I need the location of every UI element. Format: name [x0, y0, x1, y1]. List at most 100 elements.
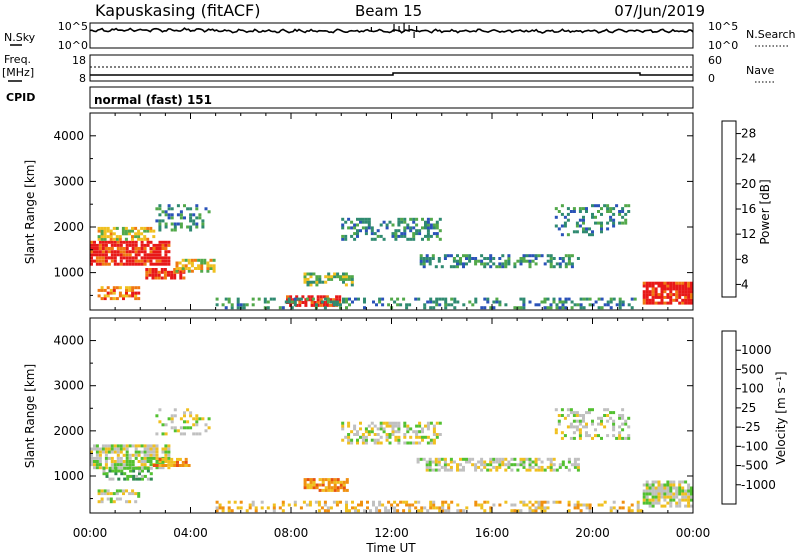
scatter-cell: [125, 253, 129, 257]
scatter-cell: [624, 422, 628, 426]
scatter-cell: [428, 457, 432, 461]
scatter-cell: [293, 300, 297, 304]
scatter-cell: [125, 291, 128, 295]
scatter-cell: [675, 489, 679, 493]
scatter-cell: [107, 262, 111, 266]
scatter-cell: [103, 297, 107, 301]
scatter-cell: [100, 226, 104, 230]
scatter-cell: [382, 421, 386, 425]
colorbar-tick-label: 4: [741, 277, 749, 291]
scatter-cell: [103, 237, 107, 241]
scatter-cell: [356, 433, 359, 436]
scatter-cell: [624, 419, 628, 423]
scatter-cell: [578, 434, 582, 438]
scatter-cell: [137, 453, 141, 457]
scatter-cell: [569, 436, 573, 440]
scatter-cell: [645, 486, 649, 490]
scatter-cell: [498, 265, 502, 269]
scatter-cell: [175, 261, 179, 265]
scatter-cell: [149, 466, 153, 470]
scatter-cell: [116, 456, 120, 460]
scatter-cell: [606, 414, 610, 417]
scatter-cell: [578, 210, 582, 213]
scatter-cell: [663, 486, 667, 490]
scatter-cell: [621, 500, 625, 504]
colorbar-frame: [721, 330, 737, 505]
scatter-cell: [618, 414, 622, 417]
scatter-cell: [394, 232, 398, 236]
scatter-cell: [690, 281, 693, 285]
scatter-cell: [522, 503, 526, 507]
scatter-cell: [152, 250, 156, 254]
scatter-cell: [167, 417, 171, 421]
scatter-cell: [112, 286, 116, 290]
scatter-cell: [621, 303, 625, 307]
scatter-cell: [621, 414, 625, 417]
scatter-cell: [578, 414, 582, 417]
scatter-cell: [206, 261, 210, 265]
scatter-cell: [391, 232, 395, 236]
scatter-cell: [179, 276, 183, 280]
scatter-cell: [594, 434, 597, 438]
scatter-cell: [342, 280, 345, 284]
scatter-cell: [181, 267, 185, 270]
scatter-cell: [609, 509, 613, 513]
scatter-cell: [394, 438, 398, 442]
scatter-cell: [100, 237, 104, 241]
scatter-cell: [373, 424, 377, 428]
colorbar-tick-label: 28: [741, 127, 756, 141]
scatter-cell: [125, 286, 128, 290]
scatter-cell: [681, 293, 685, 297]
scatter-cell: [305, 503, 309, 507]
scatter-cell: [290, 300, 294, 304]
scatter-cell: [106, 286, 110, 290]
scatter-cell: [418, 232, 422, 236]
scatter-cell: [651, 293, 655, 297]
scatter-cell: [391, 424, 395, 428]
scatter-cell: [363, 297, 366, 301]
time-axis-labels: 00:00 04:00 08:00 12:00 16:00 20:00 00:00: [73, 526, 711, 540]
scatter-cell: [549, 303, 553, 307]
scatter-cell: [339, 277, 342, 281]
scatter-cell: [412, 220, 416, 224]
scatter-cell: [560, 204, 564, 208]
scatter-cell: [207, 417, 211, 421]
scatter-cell: [119, 463, 123, 467]
scatter-cell: [204, 429, 208, 433]
scatter-cell: [400, 232, 404, 236]
velocity-x-ticks: [89, 318, 694, 513]
scatter-cell: [474, 500, 478, 504]
scatter-cell: [319, 295, 323, 299]
scatter-cell: [552, 300, 556, 304]
scatter-cell: [345, 488, 349, 492]
scatter-cell: [356, 229, 359, 233]
scatter-cell: [158, 460, 162, 463]
scatter-cell: [519, 259, 523, 263]
scatter-cell: [325, 295, 329, 299]
scatter-cell: [117, 469, 121, 473]
scatter-cell: [164, 432, 168, 436]
scatter-cell: [175, 267, 179, 270]
scatter-cell: [338, 301, 342, 304]
scatter-cell: [570, 265, 574, 269]
scatter-cell: [588, 503, 592, 507]
scatter-cell: [140, 444, 144, 448]
scatter-cell: [477, 503, 481, 507]
scatter-cell: [167, 270, 170, 274]
scatter-cell: [627, 303, 631, 307]
scatter-cell: [164, 460, 168, 463]
scatter-cell: [516, 463, 520, 467]
scatter-cell: [415, 441, 419, 445]
scatter-cell: [537, 254, 541, 258]
scatter-cell: [390, 297, 394, 301]
scatter-cell: [115, 297, 119, 301]
scatter-cell: [143, 229, 147, 233]
scatter-cell: [528, 506, 532, 510]
scatter-cell: [239, 500, 243, 504]
scatter-cell: [148, 273, 152, 277]
scatter-cell: [128, 294, 132, 298]
freq-label: Freq.: [4, 53, 31, 66]
scatter-cell: [687, 504, 691, 508]
scatter-cell: [684, 504, 688, 508]
scatter-cell: [152, 447, 156, 451]
